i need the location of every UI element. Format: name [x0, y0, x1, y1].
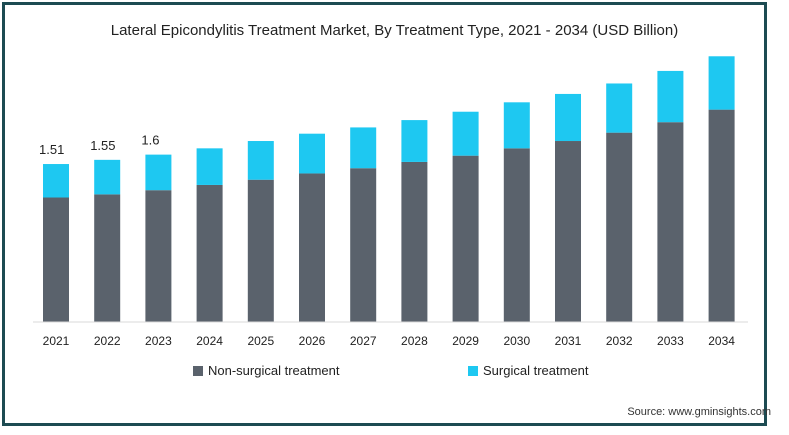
source-note: Source: www.gminsights.com — [627, 406, 771, 418]
x-tick-label-2033: 2033 — [657, 334, 684, 348]
bar-non-surgical-2024 — [196, 184, 223, 322]
bar-surgical-2033 — [657, 70, 684, 123]
legend: Non-surgical treatment Surgical treatmen… — [193, 363, 589, 378]
x-tick-label-2032: 2032 — [606, 334, 633, 348]
data-label-2021: 1.51 — [39, 142, 64, 157]
bar-non-surgical-2030 — [503, 148, 530, 322]
bar-surgical-2026 — [299, 133, 325, 174]
bar-non-surgical-2033 — [657, 122, 684, 322]
bar-non-surgical-2026 — [299, 173, 325, 322]
data-label-2023: 1.6 — [141, 133, 159, 148]
data-labels: 1.51 1.55 1.6 — [39, 133, 159, 157]
bar-non-surgical-2023 — [145, 190, 172, 322]
x-tick-label-2022: 2022 — [94, 334, 121, 348]
bar-non-surgical-2034 — [708, 109, 735, 322]
bars-group — [43, 56, 735, 322]
bar-non-surgical-2032 — [606, 132, 633, 322]
bar-surgical-2034 — [708, 56, 735, 110]
bar-surgical-2030 — [503, 102, 530, 149]
bar-non-surgical-2029 — [452, 155, 479, 322]
x-tick-label-2024: 2024 — [196, 334, 223, 348]
x-tick-label-2027: 2027 — [350, 334, 377, 348]
x-tick-labels: 2021 2022 2023 2024 2025 2026 2027 2028 2029 2030… — [43, 334, 736, 348]
x-tick-label-2034: 2034 — [708, 334, 735, 348]
bar-surgical-2021 — [43, 164, 69, 198]
bar-non-surgical-2027 — [350, 168, 377, 322]
bar-non-surgical-2031 — [555, 141, 581, 322]
x-tick-label-2021: 2021 — [43, 334, 70, 348]
x-tick-label-2029: 2029 — [452, 334, 479, 348]
bar-surgical-2022 — [94, 159, 121, 195]
x-tick-label-2023: 2023 — [145, 334, 172, 348]
x-tick-label-2025: 2025 — [247, 334, 274, 348]
bar-surgical-2024 — [196, 148, 223, 185]
x-tick-label-2031: 2031 — [555, 334, 582, 348]
chart-frame — [2, 2, 767, 426]
bar-surgical-2025 — [247, 141, 274, 180]
bar-non-surgical-2028 — [401, 161, 428, 322]
bar-surgical-2023 — [145, 154, 172, 191]
legend-label-surgical: Surgical treatment — [483, 363, 589, 378]
x-tick-label-2030: 2030 — [503, 334, 530, 348]
bar-surgical-2027 — [350, 127, 377, 169]
bar-non-surgical-2022 — [94, 194, 121, 322]
x-tick-label-2026: 2026 — [299, 334, 326, 348]
bar-surgical-2032 — [606, 83, 633, 133]
x-tick-label-2028: 2028 — [401, 334, 428, 348]
bar-surgical-2029 — [452, 111, 479, 156]
bar-surgical-2031 — [555, 93, 581, 142]
bar-non-surgical-2021 — [43, 197, 69, 322]
bar-non-surgical-2025 — [247, 179, 274, 322]
legend-swatch-non-surgical — [193, 366, 203, 376]
bar-surgical-2028 — [401, 120, 428, 162]
chart-title: Lateral Epicondylitis Treatment Market, … — [110, 22, 679, 39]
legend-swatch-surgical — [468, 366, 478, 376]
legend-label-non-surgical: Non-surgical treatment — [208, 363, 340, 378]
data-label-2022: 1.55 — [90, 138, 115, 153]
